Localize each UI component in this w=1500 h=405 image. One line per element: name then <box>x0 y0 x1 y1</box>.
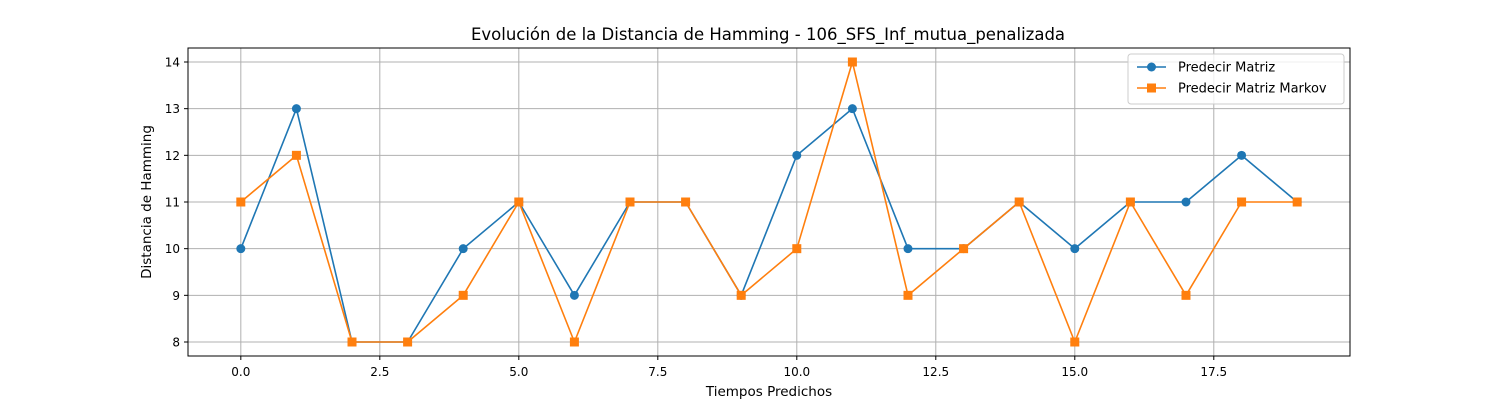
legend-entry-2: Predecir Matriz Markov <box>1137 82 1327 97</box>
x-tick-label: 0.0 <box>231 365 250 379</box>
series-2-point <box>236 197 246 207</box>
series-1-point <box>792 150 802 160</box>
series-2-point <box>458 290 468 300</box>
y-tick-label: 11 <box>165 196 180 210</box>
series-2-point <box>347 337 357 347</box>
series-1-point <box>1070 244 1080 254</box>
chart-title: Evolución de la Distancia de Hamming - 1… <box>471 25 1065 45</box>
legend-entries: Predecir Matriz Predecir Matriz Markov <box>1137 61 1327 97</box>
y-tick-label: 12 <box>165 149 180 163</box>
series-2-point <box>403 337 413 347</box>
series-2-point <box>736 290 746 300</box>
y-tick-label: 13 <box>165 102 180 116</box>
series-1-line <box>240 107 1298 343</box>
x-axis-label: Tiempos Predichos <box>705 384 832 400</box>
legend: Predecir Matriz Predecir Matriz Markov <box>1127 53 1345 105</box>
series-2-point <box>1237 197 1247 207</box>
series-2-line <box>240 61 1298 343</box>
x-tick-label: 5.0 <box>509 365 528 379</box>
series-2-point <box>625 197 635 207</box>
series-2-point <box>903 290 913 300</box>
series-1-point <box>291 104 301 114</box>
series-2 <box>236 57 1302 347</box>
x-tick-label: 2.5 <box>370 365 389 379</box>
series-area <box>236 57 1302 347</box>
series-1-point <box>903 244 913 254</box>
legend-box <box>1127 53 1345 105</box>
y-tick-label: 9 <box>172 289 180 303</box>
y-axis-label: Distancia de Hamming <box>139 125 155 279</box>
series-2-point <box>291 150 301 160</box>
legend-entry-2-label: Predecir Matriz Markov <box>1178 82 1327 97</box>
x-tick-label: 15.0 <box>1061 365 1088 379</box>
series-1-point <box>569 290 579 300</box>
series-2-point <box>1181 290 1191 300</box>
x-tick-label: 17.5 <box>1200 365 1227 379</box>
y-tick-label: 10 <box>165 242 180 256</box>
series-1-point <box>1237 150 1247 160</box>
series-2-point <box>1292 197 1302 207</box>
series-2-point <box>1014 197 1024 207</box>
series-2-point <box>1070 337 1080 347</box>
legend-entry-1: Predecir Matriz <box>1137 61 1275 76</box>
series-2-point <box>1125 197 1135 207</box>
legend-entry-2-marker <box>1147 83 1156 93</box>
series-2-point <box>514 197 524 207</box>
series-2-point <box>681 197 691 207</box>
series-1-point <box>236 244 246 254</box>
y-tick-label: 14 <box>165 56 180 70</box>
x-tick-label: 7.5 <box>648 365 667 379</box>
legend-entry-1-marker <box>1147 62 1156 72</box>
y-tick-label: 8 <box>172 336 180 350</box>
series-2-point <box>959 244 969 254</box>
series-1-point <box>847 104 857 114</box>
legend-entry-1-label: Predecir Matriz <box>1178 61 1275 76</box>
axis-ticks: 0.0 2.5 5.0 7.5 10.0 12.5 15.0 17.5 8 9 10 11 12 13 14 <box>165 56 1227 380</box>
series-1-point <box>458 244 468 254</box>
series-2-point <box>792 244 802 254</box>
series-2-point <box>847 57 857 67</box>
x-tick-label: 10.0 <box>783 365 810 379</box>
x-tick-label: 12.5 <box>922 365 949 379</box>
series-2-point <box>569 337 579 347</box>
series-1-point <box>1181 197 1191 207</box>
